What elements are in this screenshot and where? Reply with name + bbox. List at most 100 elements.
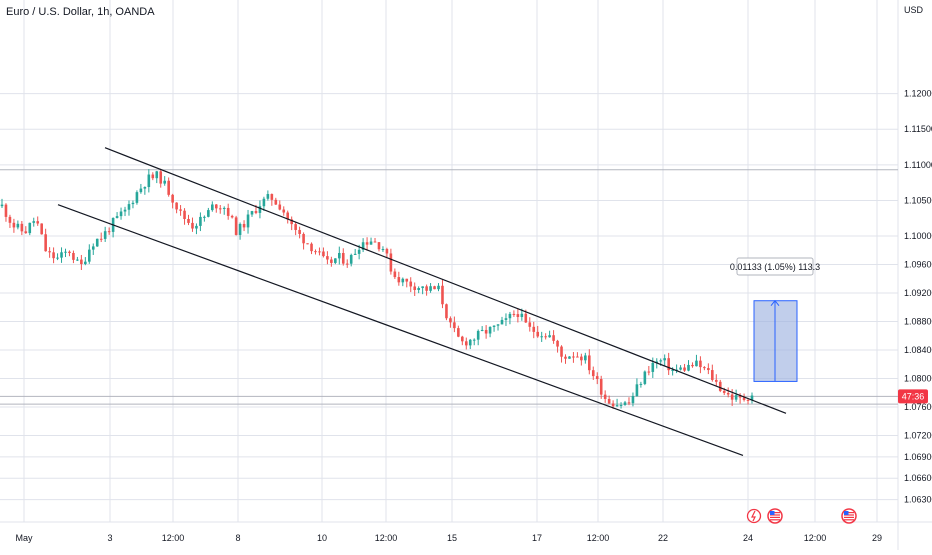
candle-body — [560, 346, 563, 357]
candle-body — [468, 339, 472, 346]
candle-body — [246, 214, 250, 228]
candle-body — [191, 222, 194, 229]
candle-body — [330, 259, 333, 263]
candle-body — [195, 225, 198, 229]
candle-body — [230, 215, 234, 218]
candle-body — [552, 335, 555, 341]
candle-body — [496, 324, 500, 326]
candle-body — [357, 249, 361, 254]
candle-body — [242, 223, 246, 228]
x-tick-label: 24 — [743, 533, 753, 543]
candle-body — [679, 367, 682, 370]
measure-label-box — [736, 257, 814, 276]
candle-body — [107, 231, 111, 233]
candle-body — [437, 285, 440, 290]
candle-body — [385, 249, 389, 254]
candle-body — [488, 326, 492, 334]
candle-body — [476, 330, 480, 340]
x-tick-label: 12:00 — [804, 533, 827, 543]
candle-body — [318, 251, 321, 253]
candle-body — [659, 360, 663, 362]
price-tag-label: 47:36 — [902, 391, 925, 401]
candle-body — [449, 318, 452, 323]
candle-body — [214, 204, 218, 209]
candle-body — [726, 392, 730, 395]
candle-body — [334, 258, 337, 263]
candle-body — [36, 221, 40, 224]
candle-body — [607, 398, 611, 404]
candle-body — [187, 218, 190, 223]
candle-body — [278, 204, 282, 210]
y-tick-label: 1.06300 — [904, 495, 932, 505]
candle-body — [95, 238, 99, 247]
candle-body — [492, 325, 496, 327]
candle-body — [290, 219, 293, 225]
y-tick-label: 1.09200 — [904, 288, 932, 298]
candle-body — [409, 281, 413, 287]
measure-label: 0.01133 (1.05%) 113.3 — [730, 262, 820, 272]
us-flag-event-icon[interactable] — [767, 508, 783, 524]
candle-body — [584, 355, 587, 361]
candle-body — [365, 242, 369, 245]
candle-body — [742, 397, 746, 400]
candle-body — [349, 254, 353, 264]
candle-body — [572, 356, 575, 358]
candle-body — [377, 242, 381, 250]
candle-body — [298, 229, 301, 234]
candle-body — [341, 252, 345, 264]
candle-body — [369, 241, 373, 245]
candle-body — [667, 358, 670, 371]
candle-body — [167, 180, 170, 195]
candle-body — [44, 234, 47, 252]
y-tick-label: 1.10500 — [904, 195, 932, 205]
candle-body — [147, 174, 151, 188]
candle-body — [262, 198, 266, 207]
candle-body — [647, 371, 651, 373]
candle-body — [294, 224, 297, 230]
channel-upper-line[interactable] — [104, 147, 787, 414]
candle-body — [421, 286, 424, 289]
candle-body — [512, 313, 516, 315]
candle-body — [401, 278, 405, 283]
candle-body — [524, 313, 528, 323]
lightning-event-icon[interactable] — [746, 508, 762, 524]
candle-body — [738, 395, 742, 398]
channel-lower-line[interactable] — [57, 204, 744, 456]
x-tick-label: May — [15, 533, 33, 543]
candle-body — [603, 394, 607, 399]
candle-body — [171, 194, 174, 203]
candle-body — [381, 249, 385, 251]
x-tick-label: 29 — [872, 533, 882, 543]
candle-body — [619, 404, 623, 406]
candle-body — [714, 379, 718, 382]
y-tick-label: 1.08000 — [904, 374, 932, 384]
x-tick-label: 3 — [107, 533, 112, 543]
candle-body — [20, 223, 24, 232]
candle-body — [238, 223, 242, 235]
candle-body — [651, 362, 655, 372]
candle-body — [389, 253, 393, 272]
candle-body — [671, 369, 674, 371]
x-tick-label: 12:00 — [375, 533, 398, 543]
candle-body — [199, 216, 202, 226]
candle-body — [68, 251, 71, 253]
y-tick-label: 1.08400 — [904, 345, 932, 355]
candle-body — [286, 212, 290, 220]
candle-body — [72, 252, 75, 260]
candle-body — [663, 358, 666, 361]
candle-body — [425, 286, 428, 291]
measure-arrow-head — [770, 299, 780, 307]
us-flag-event-icon[interactable] — [841, 508, 857, 524]
candle-body — [163, 180, 166, 184]
candle-body — [445, 304, 448, 319]
y-tick-label: 1.09600 — [904, 260, 932, 270]
x-tick-label: 12:00 — [587, 533, 610, 543]
candle-body — [203, 216, 206, 218]
candle-body — [718, 381, 722, 391]
candle-body — [635, 384, 639, 397]
candle-body — [591, 370, 595, 377]
candle-body — [218, 208, 222, 210]
candle-body — [544, 336, 547, 338]
